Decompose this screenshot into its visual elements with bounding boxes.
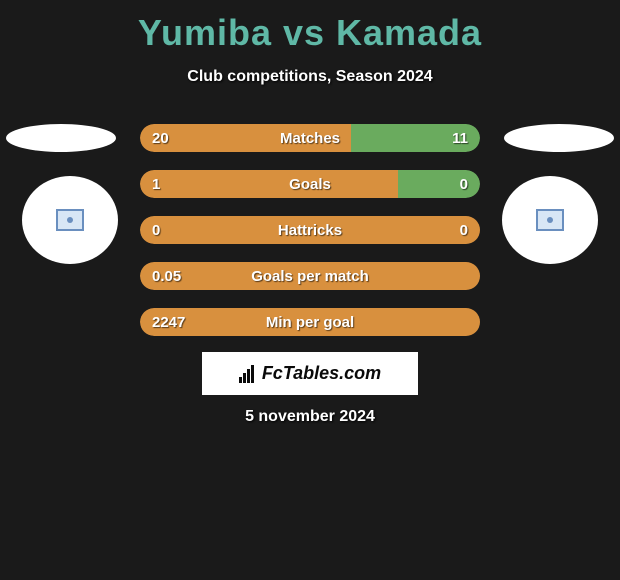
right-player-circle [502, 176, 598, 264]
bar-left-fill [140, 308, 480, 336]
stat-left-value: 2247 [152, 308, 185, 336]
bar-left-fill [140, 124, 351, 152]
stat-right-value: 0 [460, 170, 468, 198]
bar-left-fill [140, 170, 398, 198]
bar-left-fill [140, 216, 480, 244]
bar-track [140, 170, 480, 198]
stat-row: Hattricks00 [140, 216, 480, 244]
stat-left-value: 0 [152, 216, 160, 244]
bar-track [140, 216, 480, 244]
stat-left-value: 1 [152, 170, 160, 198]
logo-text: FcTables.com [239, 363, 381, 384]
stat-row: Goals10 [140, 170, 480, 198]
jersey-icon [56, 209, 84, 231]
logo-label: FcTables.com [262, 363, 381, 384]
logo-bars-icon [239, 365, 254, 383]
stats-bars: Matches2011Goals10Hattricks00Goals per m… [140, 124, 480, 354]
logo-box: FcTables.com [202, 352, 418, 395]
left-ellipse-decor [6, 124, 116, 152]
stat-row: Goals per match0.05 [140, 262, 480, 290]
bar-track [140, 308, 480, 336]
date: 5 november 2024 [0, 408, 620, 426]
stat-row: Matches2011 [140, 124, 480, 152]
bar-track [140, 124, 480, 152]
stat-left-value: 0.05 [152, 262, 181, 290]
stat-left-value: 20 [152, 124, 169, 152]
stat-right-value: 11 [452, 124, 468, 152]
bar-left-fill [140, 262, 480, 290]
stat-row: Min per goal2247 [140, 308, 480, 336]
right-ellipse-decor [504, 124, 614, 152]
jersey-icon [536, 209, 564, 231]
left-player-circle [22, 176, 118, 264]
subtitle: Club competitions, Season 2024 [0, 68, 620, 86]
bar-track [140, 262, 480, 290]
stat-right-value: 0 [460, 216, 468, 244]
title: Yumiba vs Kamada [0, 0, 620, 54]
